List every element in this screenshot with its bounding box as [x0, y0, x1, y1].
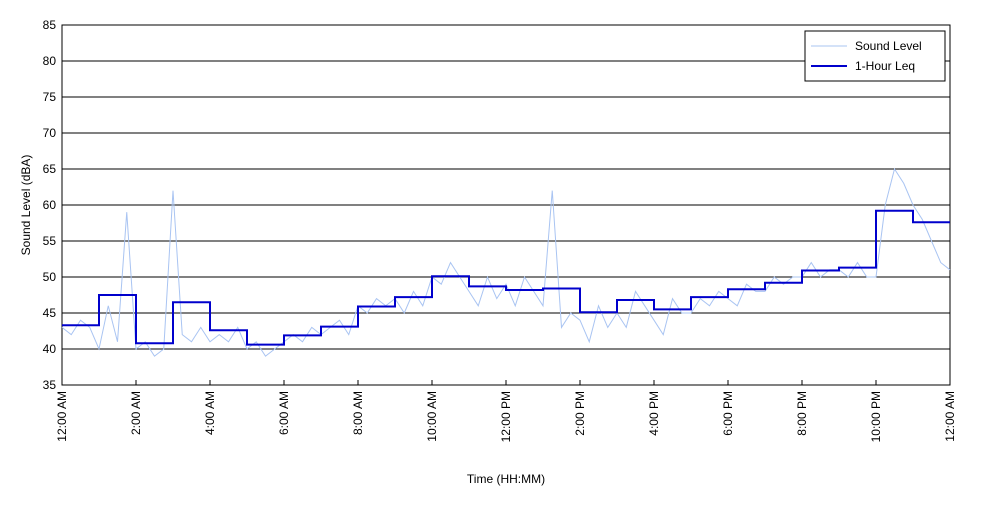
x-tick-label: 2:00 PM	[573, 391, 587, 436]
legend-label: 1-Hour Leq	[855, 59, 915, 73]
x-tick-label: 8:00 AM	[351, 391, 365, 435]
y-tick-label: 55	[43, 234, 57, 248]
plot-frame	[61, 24, 951, 386]
y-tick-label: 45	[43, 306, 57, 320]
y-tick-label: 70	[43, 126, 57, 140]
x-axis-label: Time (HH:MM)	[467, 472, 545, 486]
y-axis-label: Sound Level (dBA)	[19, 155, 33, 256]
x-tick-label: 6:00 AM	[277, 391, 291, 435]
series-line	[62, 209, 950, 346]
y-tick-label: 75	[43, 90, 57, 104]
y-tick-label: 40	[43, 342, 57, 356]
y-tick-label: 65	[43, 162, 57, 176]
x-tick-label: 4:00 PM	[647, 391, 661, 436]
x-tick-label: 2:00 AM	[129, 391, 143, 435]
legend-label: Sound Level	[855, 39, 922, 53]
x-tick-label: 4:00 AM	[203, 391, 217, 435]
y-tick-label: 60	[43, 198, 57, 212]
x-tick-label: 10:00 PM	[869, 391, 883, 442]
y-tick-label: 80	[43, 54, 57, 68]
x-tick-label: 10:00 AM	[425, 391, 439, 442]
y-tick-label: 85	[43, 18, 57, 32]
x-tick-label: 12:00 AM	[55, 391, 69, 442]
y-tick-label: 50	[43, 270, 57, 284]
x-tick-label: 12:00 PM	[499, 391, 513, 442]
x-tick-label: 6:00 PM	[721, 391, 735, 436]
legend-box	[804, 30, 946, 82]
x-tick-label: 12:00 AM	[943, 391, 957, 442]
y-tick-label: 35	[43, 378, 57, 392]
x-tick-label: 8:00 PM	[795, 391, 809, 436]
